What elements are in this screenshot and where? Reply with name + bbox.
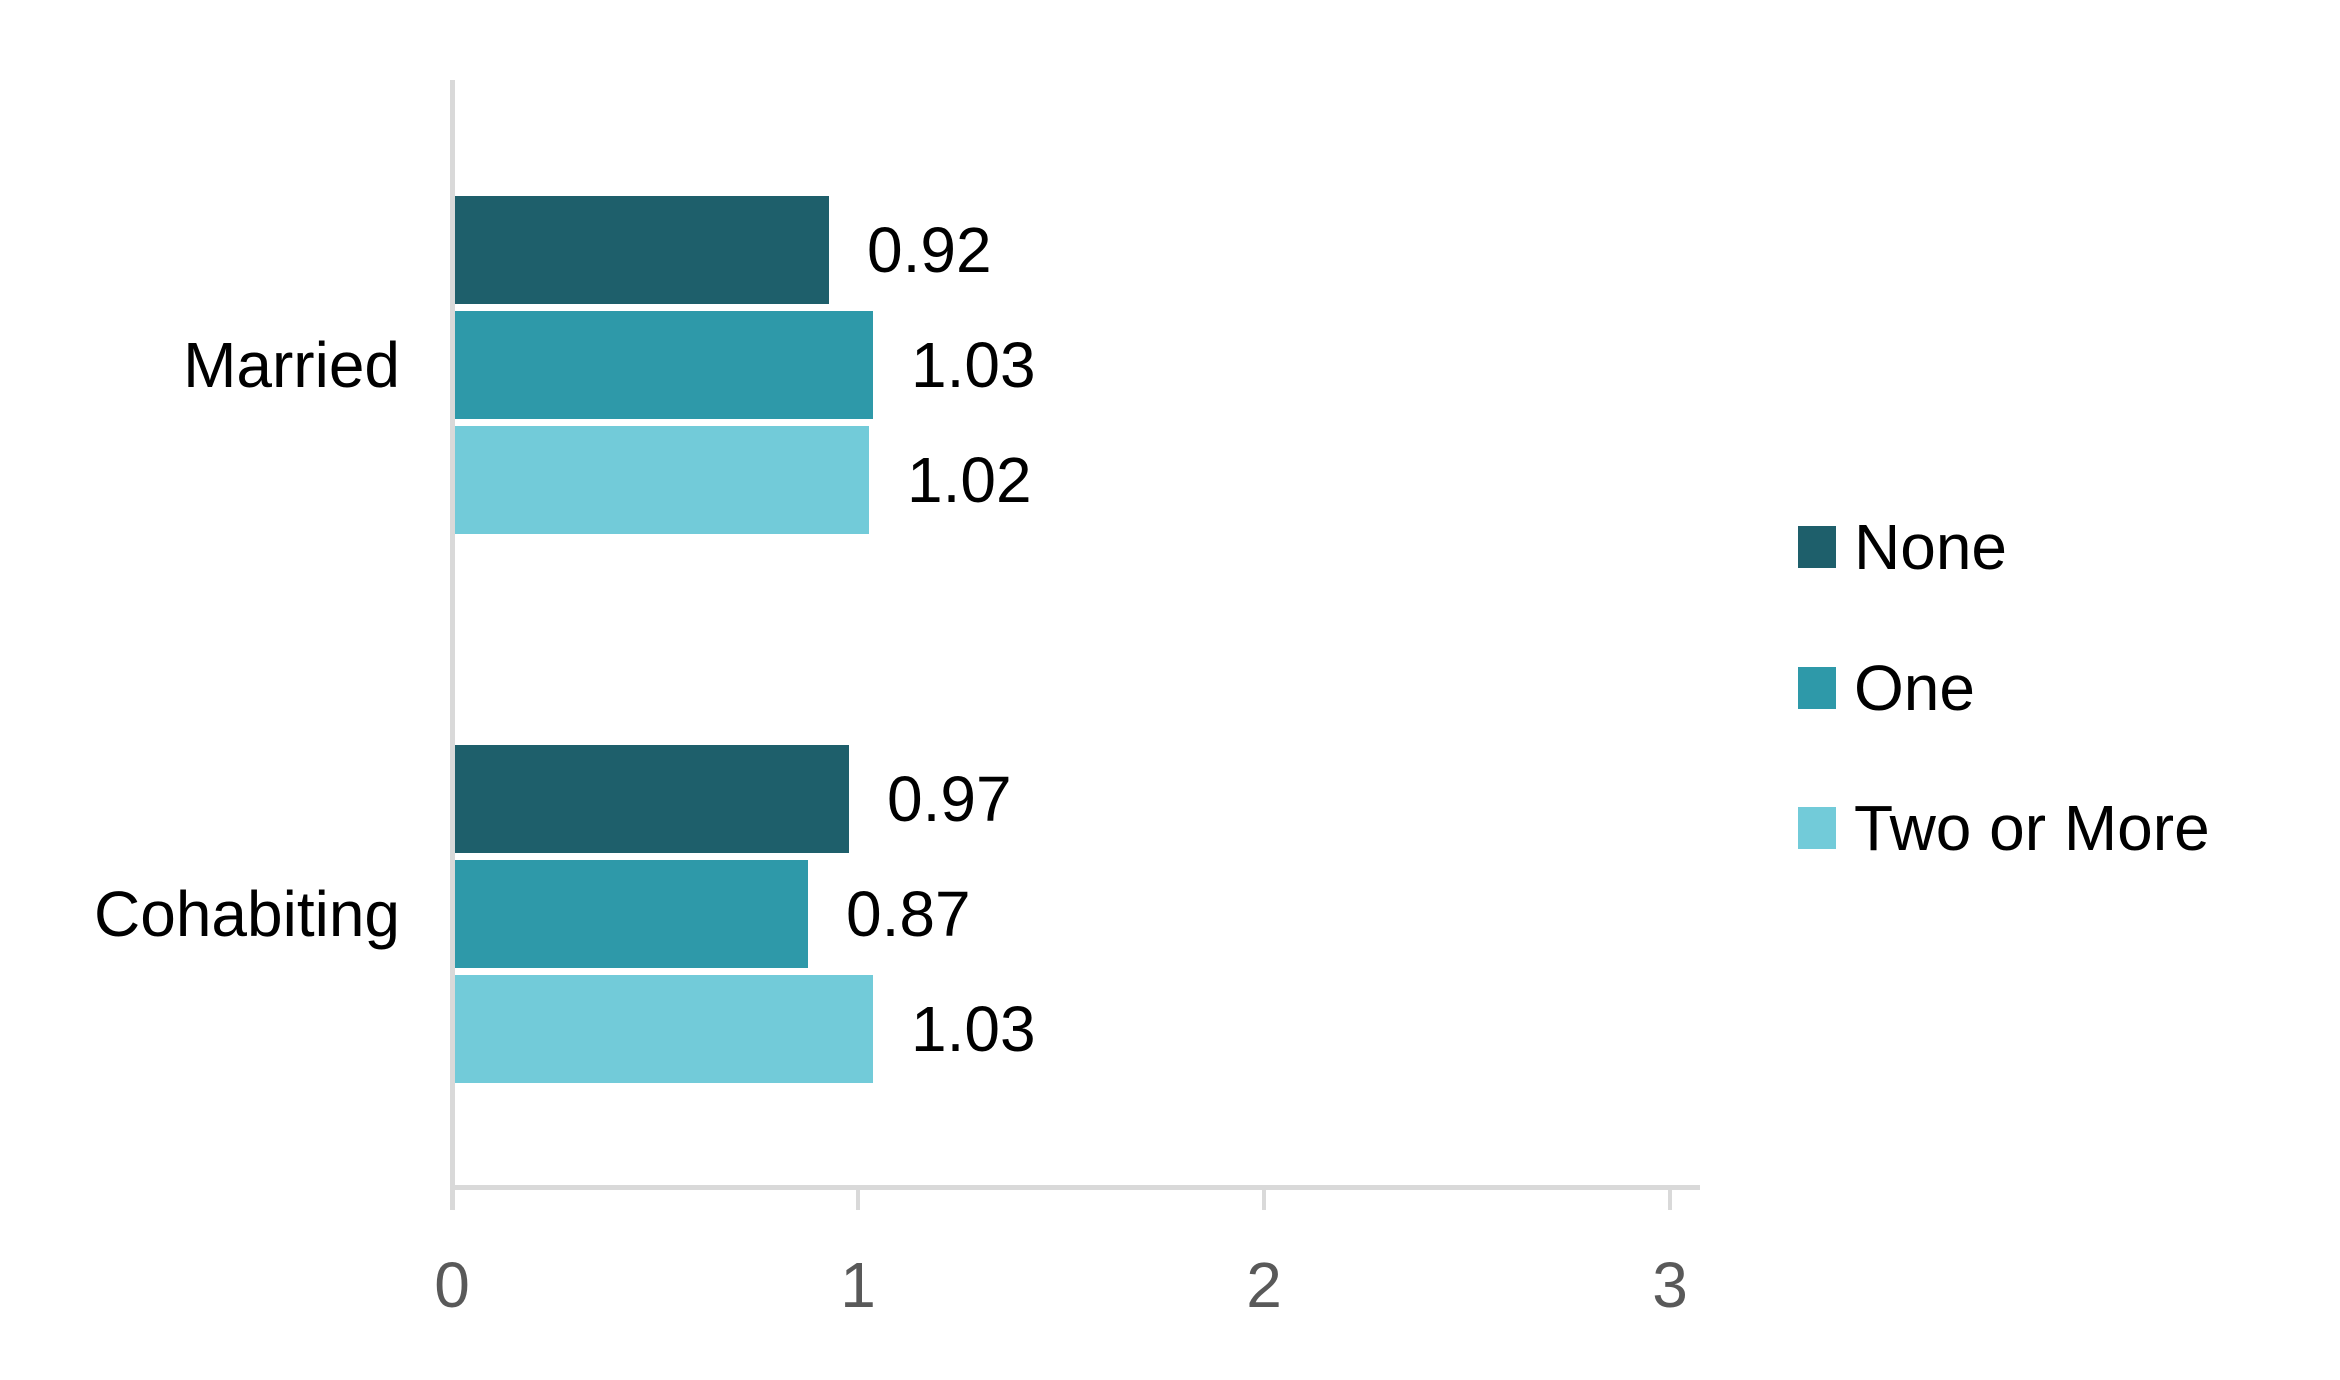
value-label: 0.87 — [846, 878, 971, 950]
value-label: 1.03 — [911, 993, 1036, 1065]
x-axis-tick — [1668, 1185, 1672, 1210]
bar — [455, 745, 849, 853]
bar — [455, 311, 873, 419]
legend-label: None — [1854, 511, 2007, 583]
legend-label: Two or More — [1854, 792, 2210, 864]
value-label: 0.97 — [887, 763, 1012, 835]
x-axis-tick-label: 1 — [840, 1249, 876, 1321]
category-label: Cohabiting — [94, 878, 400, 950]
bar — [455, 426, 869, 534]
x-axis-tick-label: 0 — [434, 1249, 470, 1321]
x-axis-tick — [856, 1185, 860, 1210]
category-label: Married — [183, 329, 400, 401]
value-label: 1.02 — [907, 444, 1032, 516]
x-axis-line — [450, 1185, 1700, 1190]
legend-item: One — [1798, 652, 1975, 724]
value-label: 1.03 — [911, 329, 1036, 401]
legend-item: None — [1798, 511, 2007, 583]
legend-label: One — [1854, 652, 1975, 724]
legend-item: Two or More — [1798, 792, 2210, 864]
x-axis-tick-label: 2 — [1246, 1249, 1282, 1321]
bar — [455, 860, 808, 968]
x-axis-tick — [1262, 1185, 1266, 1210]
bar — [455, 196, 829, 304]
legend-swatch — [1798, 667, 1836, 709]
x-axis-tick-label: 3 — [1652, 1249, 1688, 1321]
bar — [455, 975, 873, 1083]
legend-swatch — [1798, 526, 1836, 568]
value-label: 0.92 — [867, 214, 992, 286]
y-axis-line — [450, 80, 455, 1210]
legend-swatch — [1798, 807, 1836, 849]
